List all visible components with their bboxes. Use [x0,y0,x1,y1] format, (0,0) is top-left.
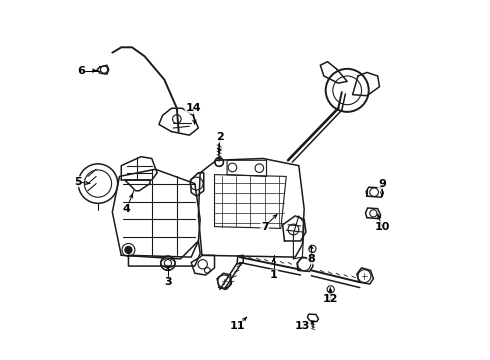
Text: 4: 4 [122,204,131,214]
Text: 9: 9 [378,179,386,189]
Text: 1: 1 [270,270,277,280]
Text: 11: 11 [230,321,245,331]
Text: 2: 2 [216,132,224,142]
Text: 14: 14 [185,103,201,113]
Text: 7: 7 [261,222,269,231]
Circle shape [215,158,223,166]
Text: 8: 8 [307,254,315,264]
Text: 13: 13 [294,321,310,331]
Text: 12: 12 [322,294,338,304]
Text: 10: 10 [374,222,390,231]
Text: 6: 6 [77,66,85,76]
Text: 3: 3 [164,277,171,287]
Circle shape [125,246,132,253]
Text: 5: 5 [74,177,81,187]
